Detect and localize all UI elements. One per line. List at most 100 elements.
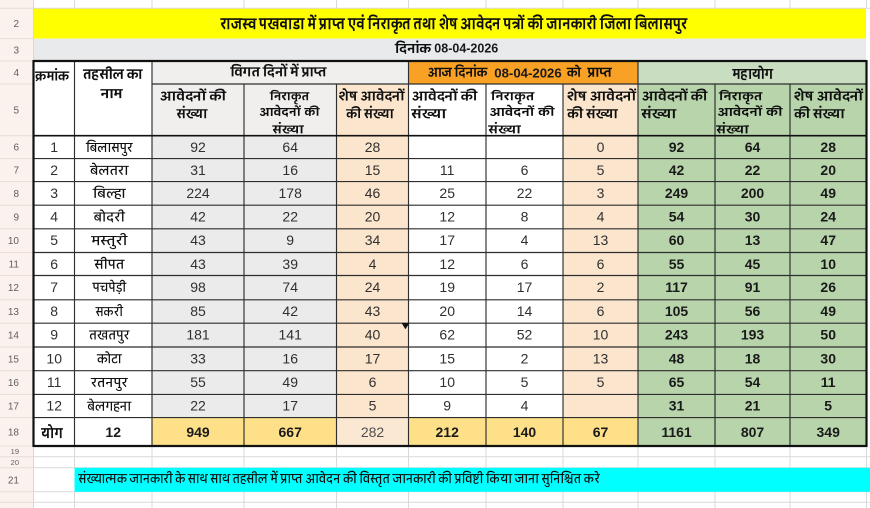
svg-text:92: 92 [190,139,206,155]
svg-text:28: 28 [820,139,836,155]
svg-text:5: 5 [13,105,19,116]
svg-text:13: 13 [745,232,761,248]
svg-text:11: 11 [821,374,836,390]
svg-text:17: 17 [517,279,533,295]
svg-text:54: 54 [669,209,685,225]
svg-text:24: 24 [365,279,381,295]
svg-text:4: 4 [50,209,58,225]
svg-text:4: 4 [521,232,529,248]
svg-text:4: 4 [521,398,529,414]
svg-text:20: 20 [820,162,836,178]
svg-text:48: 48 [669,350,685,366]
svg-text:667: 667 [279,424,303,440]
svg-text:5: 5 [50,232,58,248]
svg-text:6: 6 [369,374,377,390]
svg-text:9: 9 [50,327,58,343]
svg-text:17: 17 [439,232,455,248]
svg-text:141: 141 [279,327,303,343]
svg-text:30: 30 [745,209,761,225]
svg-text:5: 5 [824,398,832,414]
svg-text:212: 212 [436,424,460,440]
svg-text:55: 55 [190,374,206,390]
svg-text:6: 6 [50,256,58,272]
svg-text:117: 117 [665,279,688,295]
svg-text:42: 42 [282,303,298,319]
svg-text:46: 46 [365,185,381,201]
svg-text:1: 1 [50,139,58,155]
svg-text:49: 49 [820,303,836,319]
svg-text:10: 10 [46,350,62,366]
svg-text:30: 30 [820,350,836,366]
svg-text:20: 20 [439,303,455,319]
svg-text:98: 98 [190,279,206,295]
svg-text:15: 15 [439,350,455,366]
svg-text:13: 13 [593,350,609,366]
svg-text:12: 12 [105,424,121,440]
svg-text:249: 249 [665,185,689,201]
svg-text:4: 4 [597,209,605,225]
svg-text:08-04-2026: 08-04-2026 [434,42,498,56]
svg-text:349: 349 [817,424,841,440]
svg-text:62: 62 [439,327,455,343]
svg-text:3: 3 [13,45,19,56]
svg-text:200: 200 [741,185,765,201]
svg-text:28: 28 [365,139,381,155]
svg-text:52: 52 [517,327,533,343]
svg-text:92: 92 [669,139,685,155]
svg-text:26: 26 [820,279,836,295]
svg-text:50: 50 [820,327,836,343]
svg-text:49: 49 [820,185,836,201]
svg-text:2: 2 [521,350,529,366]
svg-text:20: 20 [11,458,19,467]
svg-text:140: 140 [513,424,537,440]
svg-text:12: 12 [439,256,455,272]
svg-text:33: 33 [190,350,206,366]
svg-text:31: 31 [669,398,685,414]
svg-text:5: 5 [597,162,605,178]
svg-text:67: 67 [593,424,609,440]
svg-text:1161: 1161 [661,424,692,440]
svg-text:64: 64 [282,139,298,155]
svg-text:17: 17 [282,398,298,414]
svg-text:6: 6 [521,256,529,272]
svg-text:34: 34 [365,232,381,248]
svg-text:7: 7 [13,166,19,177]
svg-text:224: 224 [186,185,210,201]
svg-text:2: 2 [597,279,605,295]
svg-text:22: 22 [517,185,533,201]
svg-text:14: 14 [8,331,20,342]
svg-text:16: 16 [282,350,298,366]
svg-text:10: 10 [593,327,609,343]
svg-text:17: 17 [8,402,20,413]
svg-text:4: 4 [369,256,377,272]
svg-text:16: 16 [8,378,20,389]
svg-text:181: 181 [186,327,210,343]
svg-text:282: 282 [361,424,385,440]
svg-text:85: 85 [190,303,206,319]
svg-text:8: 8 [13,189,19,200]
svg-text:21: 21 [8,475,20,486]
svg-text:22: 22 [745,162,761,178]
svg-text:2: 2 [13,19,19,30]
svg-text:19: 19 [11,447,19,456]
svg-text:64: 64 [745,139,761,155]
svg-text:22: 22 [190,398,206,414]
svg-text:43: 43 [365,303,381,319]
svg-text:11: 11 [9,260,20,271]
svg-text:74: 74 [282,279,298,295]
svg-text:9: 9 [286,232,294,248]
svg-text:49: 49 [282,374,298,390]
svg-text:54: 54 [745,374,761,390]
svg-text:15: 15 [8,354,20,365]
svg-text:25: 25 [439,185,455,201]
svg-text:8: 8 [50,303,58,319]
svg-text:807: 807 [741,424,765,440]
svg-text:243: 243 [665,327,689,343]
svg-text:43: 43 [190,256,206,272]
svg-text:56: 56 [745,303,761,319]
svg-text:4: 4 [13,68,19,79]
svg-text:45: 45 [745,256,761,272]
svg-text:55: 55 [669,256,685,272]
svg-text:10: 10 [439,374,455,390]
svg-text:6: 6 [13,143,19,154]
